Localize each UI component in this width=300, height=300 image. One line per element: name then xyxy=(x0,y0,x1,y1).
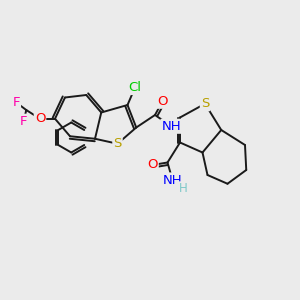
Text: O: O xyxy=(157,95,168,108)
Text: NH: NH xyxy=(161,120,181,133)
Text: S: S xyxy=(201,97,209,110)
Text: S: S xyxy=(113,137,122,150)
Text: NH: NH xyxy=(163,173,182,187)
Text: O: O xyxy=(35,112,45,125)
Text: Cl: Cl xyxy=(128,81,142,94)
Text: F: F xyxy=(13,96,20,109)
Text: O: O xyxy=(147,158,158,172)
Text: F: F xyxy=(20,115,28,128)
Text: H: H xyxy=(179,182,188,195)
